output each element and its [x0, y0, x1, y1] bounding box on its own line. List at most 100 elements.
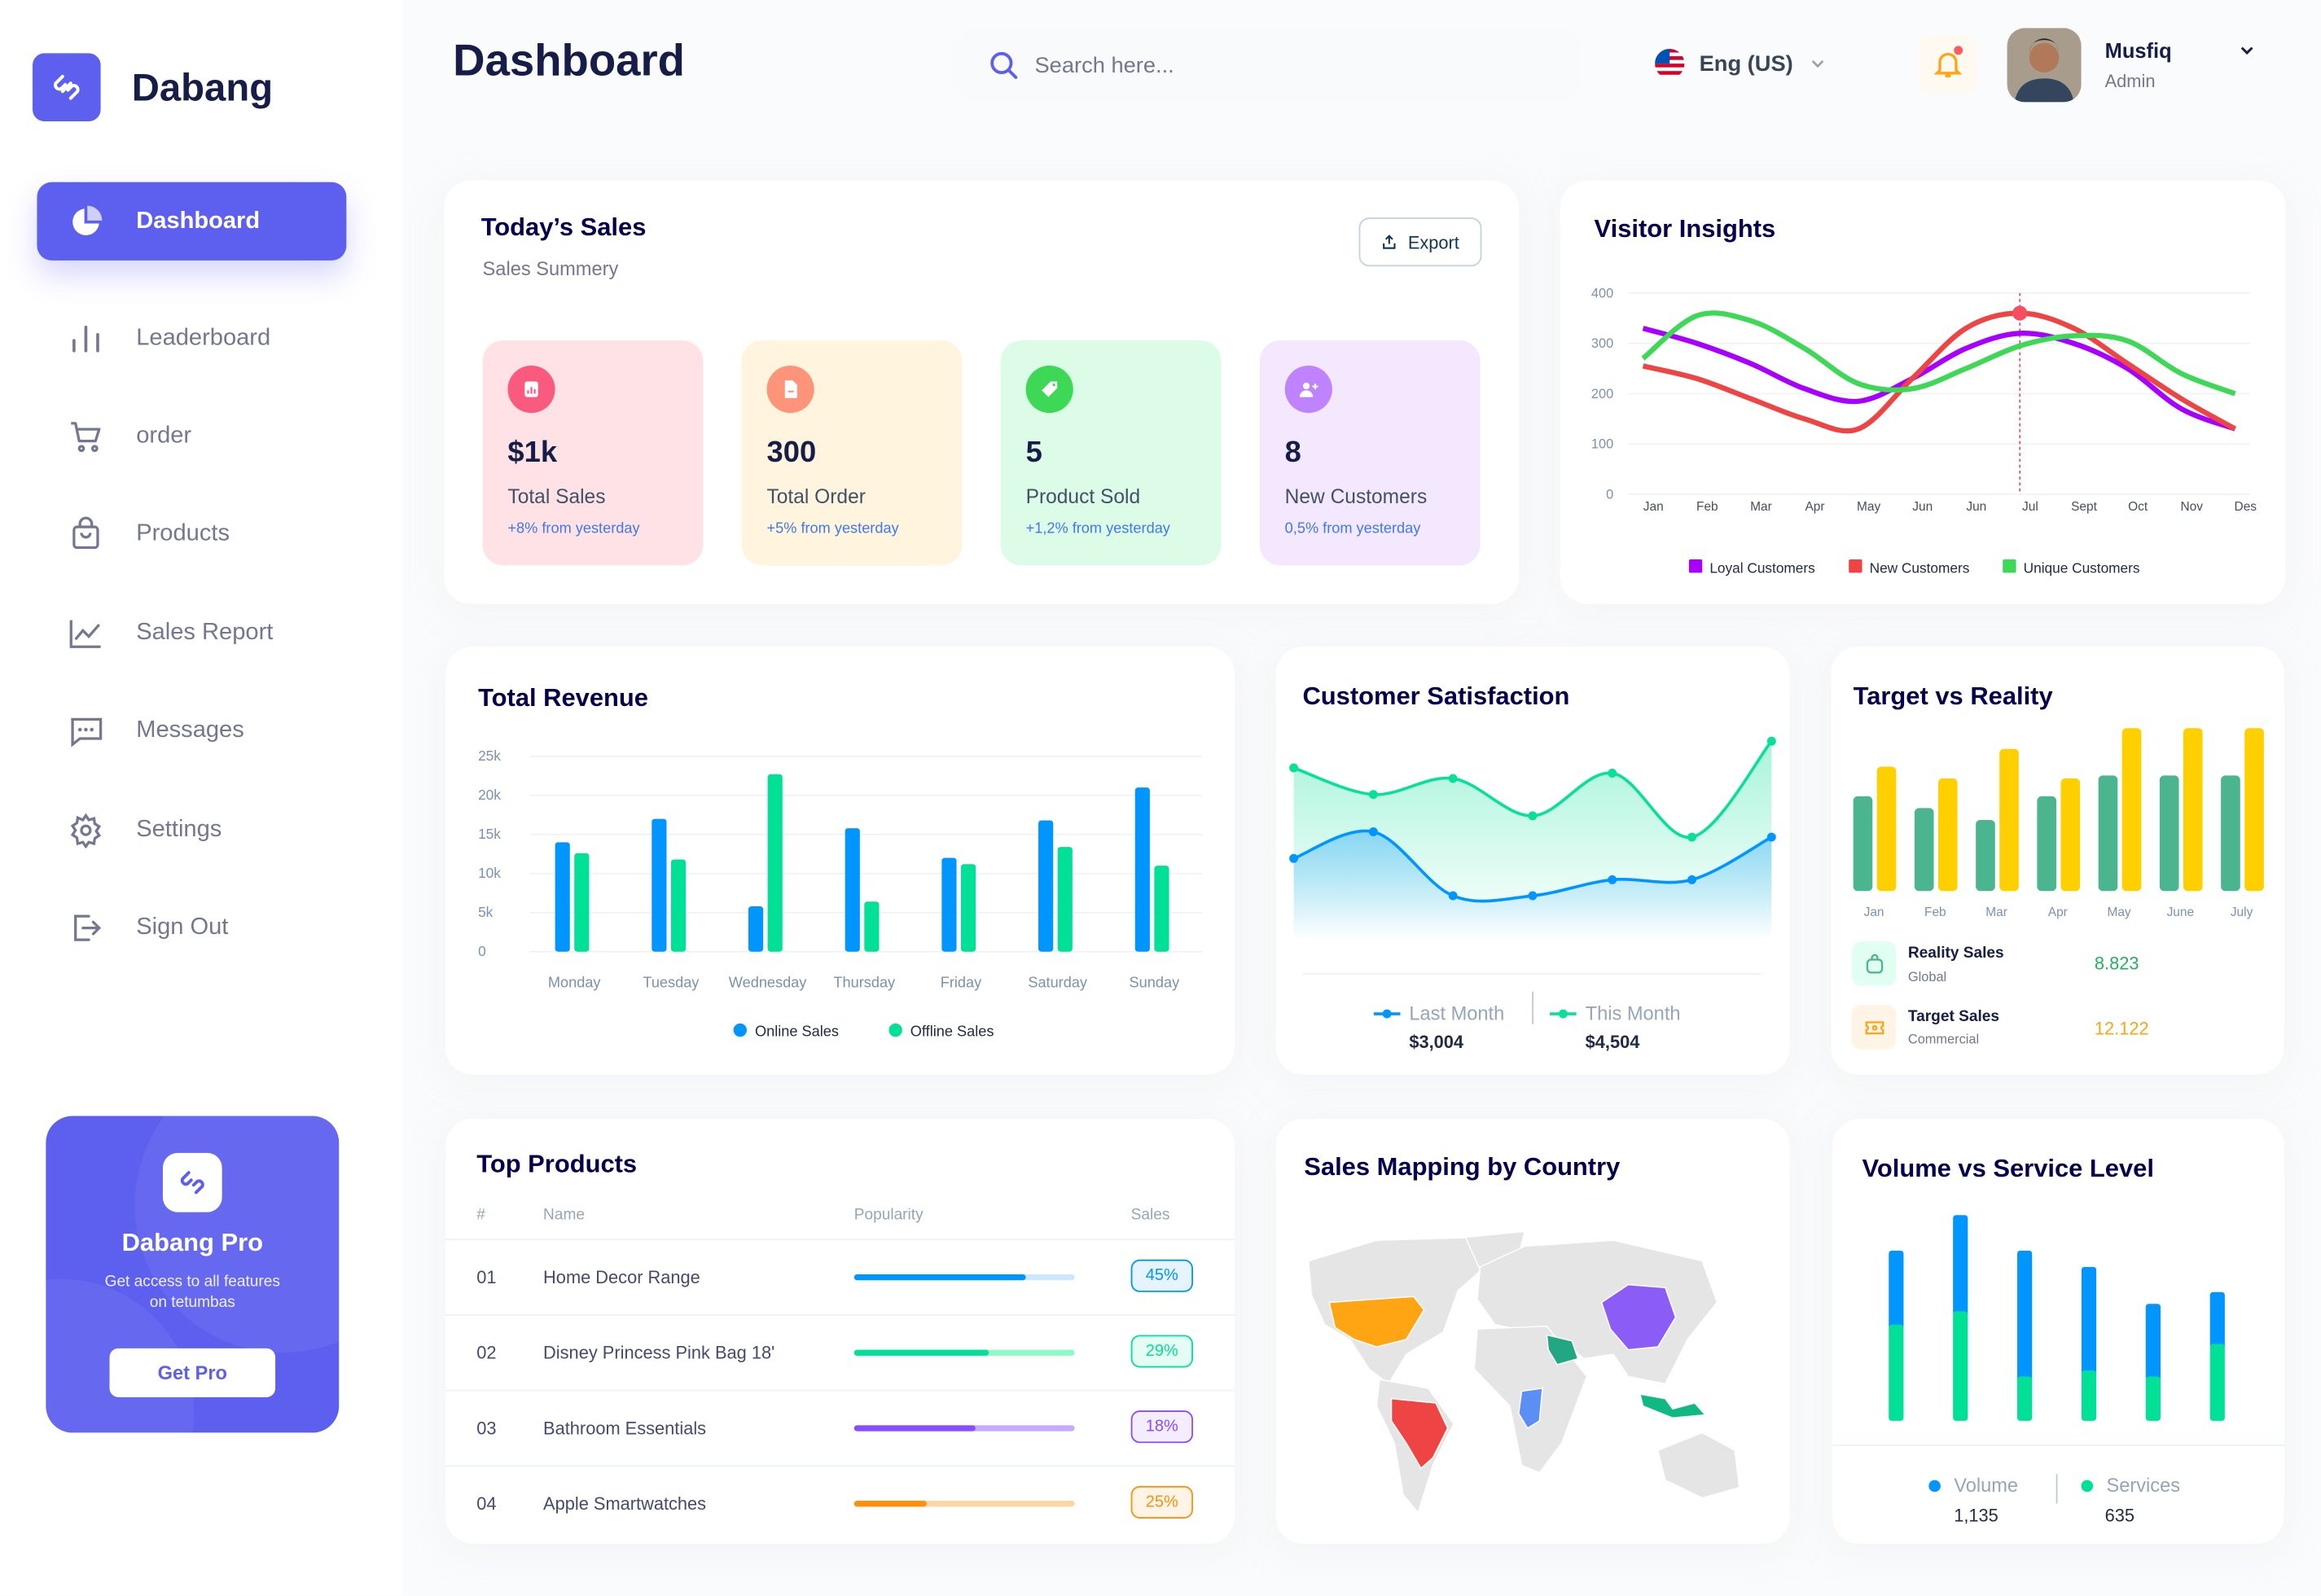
bar: [2121, 728, 2142, 892]
highlight-point[interactable]: [2012, 305, 2028, 321]
series-line: [1641, 310, 2236, 397]
y-tick-label: 0: [1606, 488, 1613, 502]
todays-sales-title: Today’s Sales: [480, 213, 647, 242]
chevron-down-icon[interactable]: [2236, 40, 2257, 60]
legend-label: New Customers: [1870, 559, 1970, 576]
legend-label: Unique Customers: [2024, 559, 2140, 576]
divider: [1832, 1444, 2284, 1446]
line-chart-icon: [69, 619, 101, 648]
data-point: [1368, 790, 1378, 800]
stat-delta: +8% from yesterday: [507, 520, 640, 537]
sidebar-item-label: Dashboard: [136, 208, 261, 234]
map-region-central-africa[interactable]: [1518, 1388, 1543, 1429]
sidebar-item-sign-out[interactable]: Sign Out: [37, 888, 346, 967]
bar: [2060, 778, 2081, 892]
sidebar-item-dashboard[interactable]: Dashboard: [37, 182, 347, 261]
sidebar-item-label: Messages: [136, 717, 244, 743]
document-icon: [766, 365, 814, 414]
popularity-bar: [853, 1501, 1075, 1507]
bell-icon: [1933, 52, 1963, 77]
map-region-eurasia[interactable]: [1476, 1239, 1718, 1385]
data-point: [1528, 811, 1538, 821]
legend-dot: [888, 1023, 902, 1037]
legend-label: Last Month: [1409, 1002, 1505, 1024]
sidebar-item-messages[interactable]: Messages: [37, 691, 346, 770]
x-tick-label: July: [2231, 905, 2253, 919]
data-point: [1687, 832, 1696, 842]
table-row[interactable]: 01 Home Decor Range 45%: [445, 1239, 1235, 1314]
data-point: [1368, 827, 1378, 836]
export-label: Export: [1407, 231, 1459, 252]
bar-segment-services: [2145, 1376, 2161, 1421]
cart-icon: [71, 421, 101, 452]
stat-delta: +1,2% from yesterday: [1025, 520, 1170, 537]
column-header: #: [476, 1206, 485, 1225]
bar: [1876, 766, 1897, 892]
bar: [2183, 728, 2203, 892]
y-tick-label: 300: [1591, 336, 1613, 351]
product-name: Apple Smartwatches: [543, 1493, 707, 1515]
map-region-saudi-arabia[interactable]: [1546, 1334, 1579, 1366]
sales-badge: 29%: [1130, 1335, 1193, 1368]
data-point: [1687, 875, 1696, 884]
popularity-fill: [853, 1274, 1026, 1281]
data-point: [1528, 891, 1538, 901]
x-tick-label: Jun: [1966, 500, 1986, 514]
product-name: Bathroom Essentials: [543, 1418, 707, 1439]
legend-this-month: This Month: [1550, 1002, 1681, 1024]
map-region-indonesia[interactable]: [1639, 1393, 1707, 1419]
legend-swatch: [2003, 559, 2016, 573]
sidebar-item-label: Products: [136, 520, 230, 546]
todays-sales-subtitle: Sales Summery: [482, 257, 619, 280]
avatar[interactable]: [2007, 28, 2082, 103]
x-tick-label: Jan: [1643, 500, 1664, 514]
column-header: Name: [543, 1206, 585, 1225]
table-row[interactable]: 02 Disney Princess Pink Bag 18' 29%: [445, 1314, 1235, 1390]
get-pro-button[interactable]: Get Pro: [109, 1348, 276, 1397]
notification-button[interactable]: [1918, 33, 1978, 94]
logo-icon[interactable]: [32, 53, 101, 122]
legend-dot: [2081, 1479, 2094, 1492]
x-tick-label: May: [1857, 500, 1880, 514]
y-tick-label: 0: [478, 943, 486, 959]
sidebar-item-order[interactable]: order: [37, 397, 346, 475]
sidebar-item-sales-report[interactable]: Sales Report: [37, 594, 346, 672]
sidebar-item-products[interactable]: Products: [37, 494, 346, 572]
map-region-united-states[interactable]: [1328, 1296, 1425, 1348]
x-tick-label: Nov: [2180, 500, 2203, 514]
search-input[interactable]: Search here...: [954, 29, 1582, 101]
map-region-brazil[interactable]: [1390, 1397, 1449, 1470]
column-header: Popularity: [853, 1206, 924, 1225]
volume-service-title: Volume vs Service Level: [1862, 1154, 2154, 1183]
x-tick-label: Mar: [1985, 905, 2007, 919]
stat-label: Total Sales: [507, 485, 606, 508]
legend-dot: [1928, 1479, 1941, 1492]
target-sales-label: Target Sales: [1907, 1007, 1999, 1026]
sidebar-item-label: order: [136, 422, 192, 448]
bar: [845, 828, 860, 952]
sales-badge: 25%: [1130, 1485, 1193, 1519]
gear-icon: [70, 812, 102, 848]
map-region-china[interactable]: [1600, 1283, 1677, 1351]
export-button[interactable]: Export: [1358, 217, 1482, 267]
table-row[interactable]: 04 Apple Smartwatches 25%: [445, 1465, 1235, 1541]
x-tick-label: Jul: [2022, 500, 2038, 514]
bar: [652, 818, 667, 952]
y-tick-label: 20k: [478, 787, 501, 803]
bar-chart-icon: [72, 324, 99, 352]
map-region-australia[interactable]: [1656, 1432, 1740, 1499]
x-tick-label: Jan: [1864, 905, 1884, 919]
rank: 02: [476, 1342, 497, 1364]
x-tick-label: Feb: [1696, 500, 1718, 514]
bar: [1038, 820, 1054, 952]
bar: [864, 901, 880, 952]
language-select[interactable]: Eng (US): [1655, 48, 1828, 79]
stat-card: 8 New Customers 0,5% from yesterday: [1259, 340, 1481, 566]
legend-label: Services: [2106, 1474, 2181, 1497]
sidebar-item-settings[interactable]: Settings: [37, 791, 346, 869]
data-point: [1289, 853, 1299, 863]
series-line: [1642, 326, 2236, 432]
table-row[interactable]: 03 Bathroom Essentials 18%: [445, 1389, 1235, 1466]
pie-chart-icon: [72, 204, 103, 235]
sidebar-item-leaderboard[interactable]: Leaderboard: [37, 299, 346, 377]
